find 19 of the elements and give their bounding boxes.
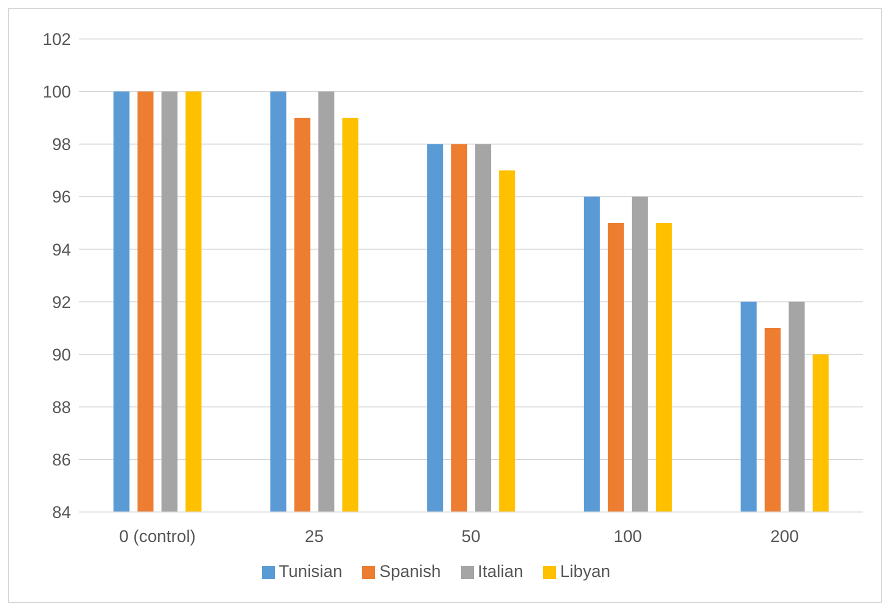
y-tick-label: 98 bbox=[52, 135, 71, 154]
legend-label: Tunisian bbox=[278, 562, 342, 581]
x-tick-label: 100 bbox=[614, 527, 642, 546]
y-tick-label: 90 bbox=[52, 345, 71, 364]
y-tick-label: 86 bbox=[52, 450, 71, 470]
y-tick-label: 100 bbox=[42, 82, 71, 102]
legend-label: Italian bbox=[478, 562, 524, 581]
y-tick-label: 88 bbox=[52, 398, 71, 417]
legend-label: Spanish bbox=[379, 562, 441, 581]
x-tick-label: 0 (control) bbox=[119, 527, 196, 546]
x-tick-label: 25 bbox=[304, 527, 324, 546]
y-tick-label: 92 bbox=[52, 292, 71, 312]
y-tick-label: 94 bbox=[52, 240, 71, 260]
legend-label: Libyan bbox=[560, 562, 610, 581]
x-tick-label: 200 bbox=[770, 527, 799, 546]
x-tick-label: 50 bbox=[462, 527, 480, 546]
y-tick-label: 84 bbox=[52, 503, 71, 522]
y-tick-label: 102 bbox=[42, 30, 71, 50]
y-tick-label: 96 bbox=[52, 188, 71, 207]
